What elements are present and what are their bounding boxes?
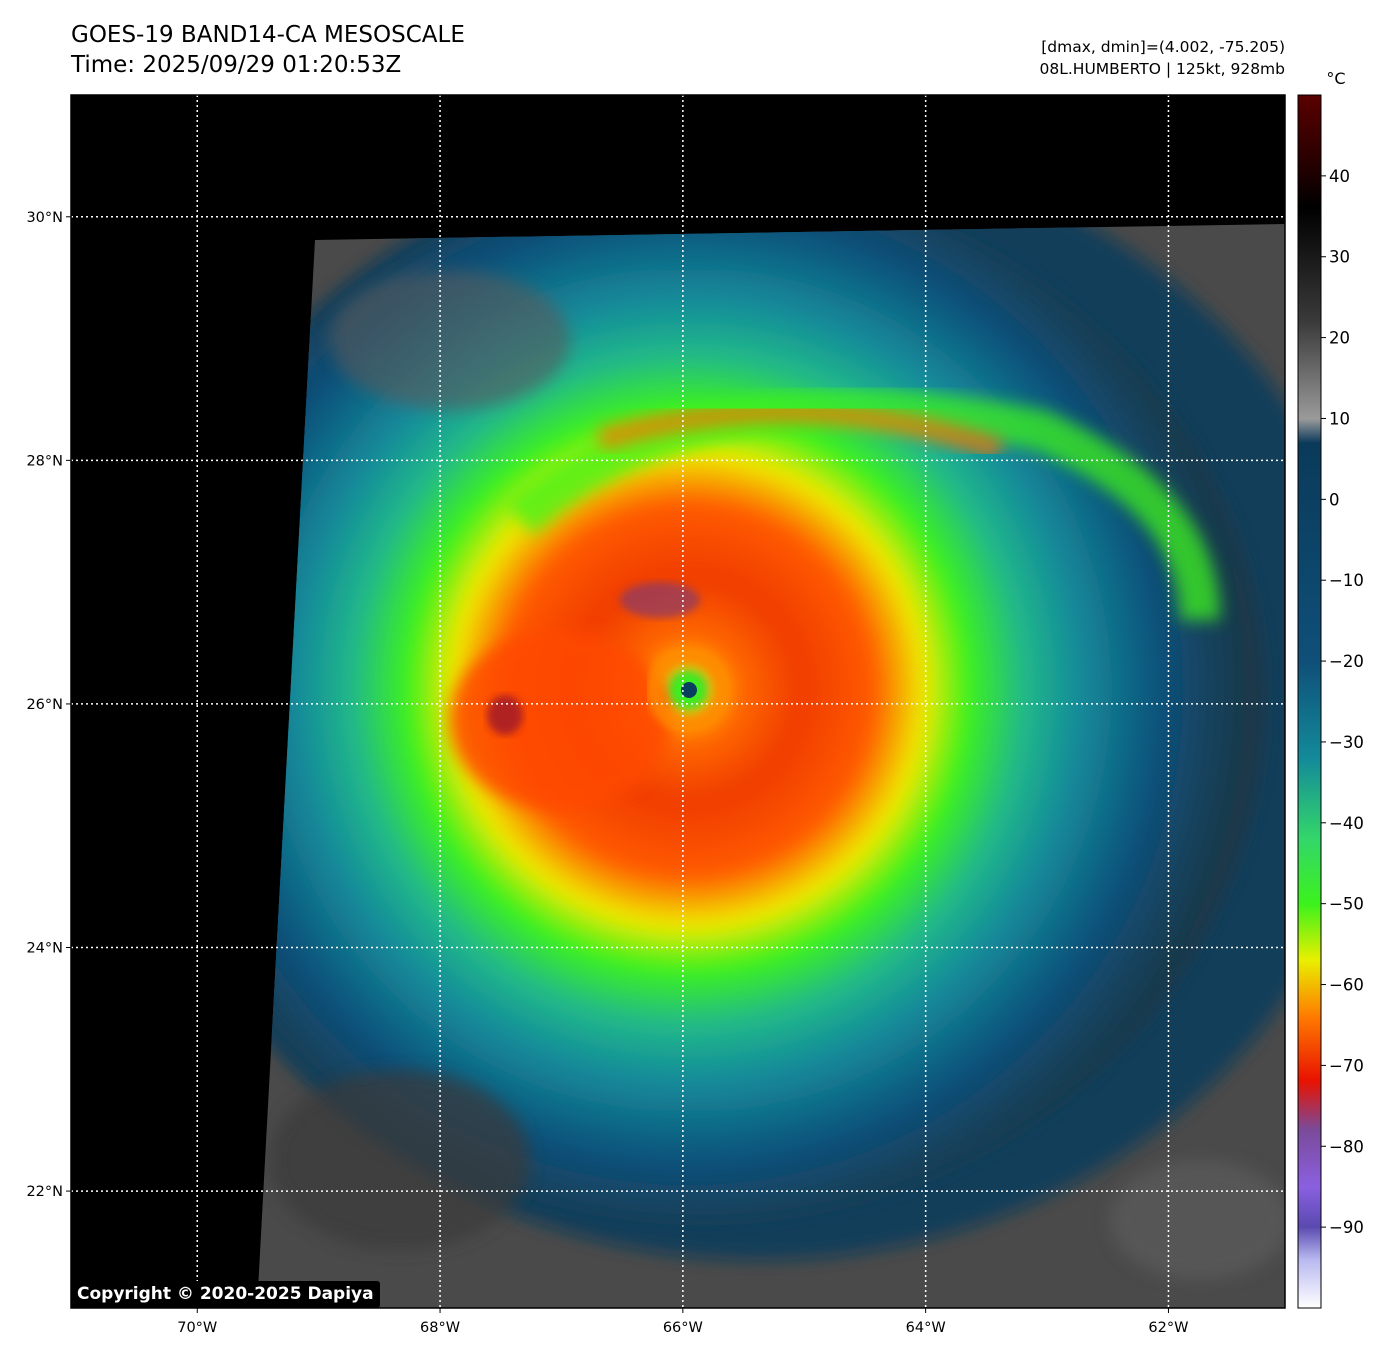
axis-labels: 70°W 68°W 66°W 64°W 62°W 30°N 28°N 26°N 24°N 22°N <box>26 210 1188 1336</box>
colorbar-tick-label: −80 <box>1329 1137 1364 1156</box>
colorbar-tick-label: −70 <box>1329 1056 1364 1075</box>
colorbar-tick-label: −40 <box>1329 814 1364 833</box>
lon-tick-label: 68°W <box>420 1320 460 1336</box>
colorbar-tick-label: −30 <box>1329 733 1364 752</box>
lat-tick-label: 26°N <box>26 697 63 713</box>
colorbar-unit: °C <box>1326 69 1345 88</box>
map-frame <box>70 94 1286 1309</box>
lat-tick-label: 24°N <box>26 941 63 957</box>
colorbar-tick-label: 20 <box>1329 329 1350 348</box>
colorbar-tick-label: −60 <box>1329 976 1364 995</box>
copyright-label: Copyright © 2020-2025 Dapiya <box>71 1281 380 1308</box>
satellite-imagery <box>257 224 1285 1308</box>
lat-tick-label: 28°N <box>26 453 63 469</box>
colorbar-ticks: 40 30 20 10 0 −10 −20 −30 −40 −50 −60 −70 −80 −90 <box>1321 167 1364 1237</box>
product-title: GOES-19 BAND14-CA MESOSCALE <box>71 22 465 48</box>
lon-tick-label: 66°W <box>663 1320 703 1336</box>
lon-tick-label: 64°W <box>906 1320 946 1336</box>
lat-tick-label: 22°N <box>26 1184 63 1200</box>
colorbar-tick-label: −90 <box>1329 1218 1364 1237</box>
colorbar-tick-label: 40 <box>1329 167 1350 186</box>
colorbar <box>1298 95 1321 1308</box>
colorbar-tick-label: −10 <box>1329 571 1364 590</box>
colorbar-tick-label: −50 <box>1329 895 1364 914</box>
colorbar-tick-label: −20 <box>1329 652 1364 671</box>
lon-tick-label: 62°W <box>1148 1320 1188 1336</box>
colorbar-tick-label: 0 <box>1329 490 1340 509</box>
lon-tick-label: 70°W <box>177 1320 217 1336</box>
storm-info-text: 08L.HUMBERTO | 125kt, 928mb <box>1039 60 1286 78</box>
lat-tick-label: 30°N <box>26 210 63 226</box>
colorbar-border <box>1297 94 1322 1309</box>
colorbar-tick-label: 10 <box>1329 409 1350 428</box>
graticule <box>71 95 1285 1308</box>
colorbar-tick-label: 30 <box>1329 248 1350 267</box>
data-range-text: [dmax, dmin]=(4.002, -75.205) <box>1041 38 1285 56</box>
timestamp-title: Time: 2025/09/29 01:20:53Z <box>71 52 402 78</box>
